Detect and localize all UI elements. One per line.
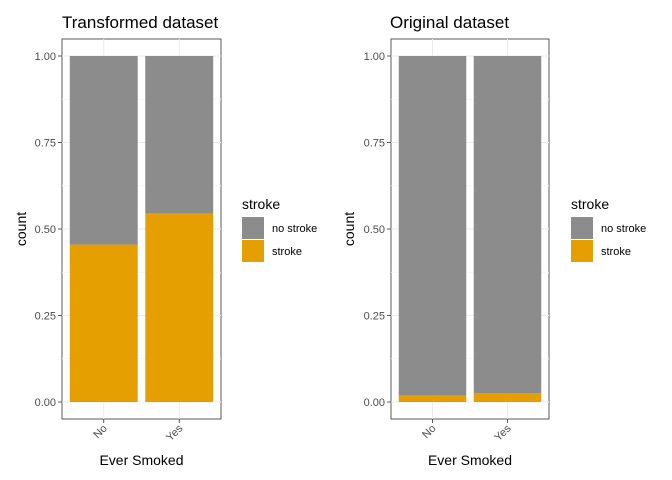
- bar-no-stroke-no: [69, 56, 138, 245]
- legend: stroke no stroke stroke: [242, 196, 317, 262]
- x-tick-label: No: [420, 423, 438, 441]
- y-tick-label: 0.50: [364, 224, 385, 236]
- legend-label: stroke: [601, 246, 631, 258]
- legend-key-stroke: [242, 240, 264, 262]
- panel-original: Original dataset 0.00 0.25 0.50 0.75 1.00 No…: [341, 13, 646, 468]
- y-tick-label: 0.00: [35, 397, 56, 409]
- bar-no-stroke-yes: [473, 56, 542, 394]
- legend-label: no stroke: [601, 223, 646, 235]
- y-tick-label: 0.25: [35, 311, 56, 323]
- y-tick-label: 0.25: [364, 311, 385, 323]
- bars: [398, 56, 542, 402]
- bar-stroke-yes: [145, 213, 214, 402]
- y-axis-ticks: 0.00 0.25 0.50 0.75 1.00: [364, 51, 391, 409]
- legend-label: stroke: [272, 246, 302, 258]
- y-axis-label: count: [341, 212, 357, 246]
- y-tick-label: 1.00: [35, 51, 56, 63]
- y-axis-ticks: 0.00 0.25 0.50 0.75 1.00: [35, 51, 62, 409]
- x-tick-label: Yes: [492, 422, 514, 444]
- chart-title: Original dataset: [390, 13, 509, 32]
- legend-title: stroke: [242, 196, 280, 212]
- bar-stroke-no: [398, 395, 467, 402]
- bar-no-stroke-no: [398, 56, 467, 396]
- x-axis-label: Ever Smoked: [428, 452, 512, 468]
- x-axis-label: Ever Smoked: [99, 452, 183, 468]
- y-tick-label: 0.00: [364, 397, 385, 409]
- bar-stroke-yes: [473, 393, 542, 402]
- legend-title: stroke: [571, 196, 609, 212]
- bar-stroke-no: [69, 244, 138, 402]
- x-axis-ticks: No Yes: [420, 419, 514, 444]
- bars: [69, 56, 214, 402]
- y-tick-label: 0.75: [35, 138, 56, 150]
- panel-transformed: Transformed dataset 0.00 0.25 0.50 0.75 1.00…: [13, 13, 317, 468]
- legend-key-no-stroke: [242, 217, 264, 239]
- x-tick-label: No: [91, 423, 109, 441]
- y-tick-label: 0.75: [364, 138, 385, 150]
- legend-key-stroke: [571, 240, 593, 262]
- bar-no-stroke-yes: [145, 56, 214, 214]
- legend-label: no stroke: [272, 223, 317, 235]
- y-tick-label: 0.50: [35, 224, 56, 236]
- x-axis-ticks: No Yes: [91, 419, 186, 444]
- legend: stroke no stroke stroke: [571, 196, 646, 262]
- y-axis-label: count: [13, 212, 29, 246]
- chart-title: Transformed dataset: [62, 13, 218, 32]
- x-tick-label: Yes: [164, 422, 186, 444]
- legend-key-no-stroke: [571, 217, 593, 239]
- y-tick-label: 1.00: [364, 51, 385, 63]
